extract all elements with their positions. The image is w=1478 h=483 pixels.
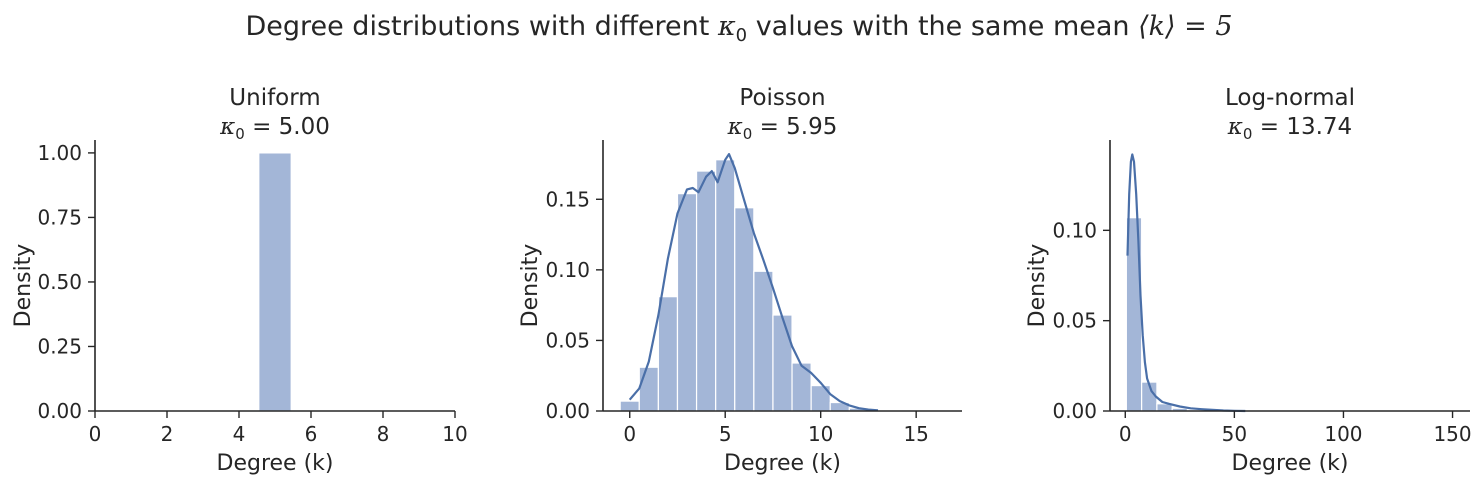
x-tick-label: 50 <box>1222 422 1247 446</box>
x-tick-label: 6 <box>305 422 318 446</box>
panel-kappa-symbol: κ <box>219 114 235 140</box>
y-axis-label: Density <box>1025 244 1050 328</box>
histogram-bar <box>619 400 640 412</box>
panel-title: Log-normal <box>1225 85 1355 111</box>
histogram-bar <box>772 314 793 412</box>
histogram-bar <box>715 159 736 412</box>
y-tick-label: 0.25 <box>37 334 82 358</box>
panel-kappa-value: = 5.95 <box>752 114 837 140</box>
y-tick-label: 0.10 <box>545 258 590 282</box>
y-axis-label: Density <box>518 244 543 328</box>
figure-title: Degree distributions with different κ0 v… <box>245 11 1232 46</box>
y-tick-label: 0.15 <box>545 187 590 211</box>
x-tick-label: 100 <box>1324 422 1362 446</box>
panel-kappa-label: κ0 = 5.95 <box>727 114 838 143</box>
y-tick-label: 0.05 <box>545 328 590 352</box>
y-tick-label: 0.50 <box>37 270 82 294</box>
panel-kappa-subscript: 0 <box>1243 125 1253 143</box>
y-tick-label: 0.10 <box>1052 218 1097 242</box>
panel-kappa-label: κ0 = 5.00 <box>219 114 330 143</box>
x-axis-label: Degree (k) <box>724 451 841 476</box>
x-tick-label: 10 <box>808 422 833 446</box>
panel-kappa-subscript: 0 <box>743 125 753 143</box>
histogram-bar <box>753 270 774 412</box>
x-tick-label: 4 <box>233 422 246 446</box>
figure-title-prefix: Degree distributions with different <box>245 11 718 42</box>
panel-kappa-value: = 13.74 <box>1252 114 1352 140</box>
x-axis-label: Degree (k) <box>1232 451 1349 476</box>
y-tick-label: 1.00 <box>37 141 82 165</box>
figure-title-kappa-sub: 0 <box>736 25 747 46</box>
panel-title: Uniform <box>229 85 320 111</box>
histogram-bar <box>638 366 659 412</box>
histogram-bar <box>258 152 292 412</box>
y-tick-label: 0.00 <box>545 399 590 423</box>
x-tick-label: 0 <box>623 422 636 446</box>
x-tick-label: 5 <box>719 422 732 446</box>
y-tick-label: 0.75 <box>37 205 82 229</box>
y-tick-label: 0.05 <box>1052 309 1097 333</box>
x-tick-label: 15 <box>903 422 928 446</box>
x-tick-label: 10 <box>442 422 467 446</box>
x-axis-label: Degree (k) <box>217 451 334 476</box>
figure-title-kappa: κ <box>717 11 736 42</box>
histogram-bar <box>695 170 717 412</box>
y-tick-label: 0.00 <box>37 399 82 423</box>
y-axis-label: Density <box>11 244 36 328</box>
panel-kappa-subscript: 0 <box>235 125 245 143</box>
panel-kappa-symbol: κ <box>727 114 743 140</box>
y-tick-label: 0.00 <box>1052 399 1097 423</box>
kde-line <box>1126 153 1246 413</box>
x-tick-label: 0 <box>89 422 102 446</box>
panel-kappa-symbol: κ <box>1227 114 1243 140</box>
histogram-bar <box>676 193 698 412</box>
figure-title-mean: ⟨k⟩ = 5 <box>1138 11 1232 42</box>
histogram-bar <box>657 296 679 412</box>
panel-kappa-label: κ0 = 13.74 <box>1227 114 1352 143</box>
x-tick-label: 2 <box>161 422 174 446</box>
histogram-bar <box>734 207 755 412</box>
kde-line <box>628 153 879 412</box>
panel-title: Poisson <box>739 85 825 111</box>
x-tick-label: 0 <box>1119 422 1132 446</box>
x-tick-label: 8 <box>377 422 390 446</box>
panel-kappa-value: = 5.00 <box>245 114 330 140</box>
figure-title-middle: values with the same mean <box>747 11 1138 42</box>
x-tick-label: 150 <box>1433 422 1471 446</box>
